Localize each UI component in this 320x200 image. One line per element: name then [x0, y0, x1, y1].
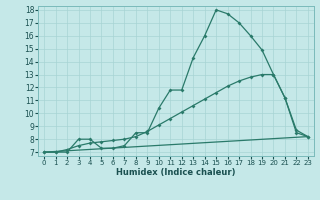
X-axis label: Humidex (Indice chaleur): Humidex (Indice chaleur) — [116, 168, 236, 177]
